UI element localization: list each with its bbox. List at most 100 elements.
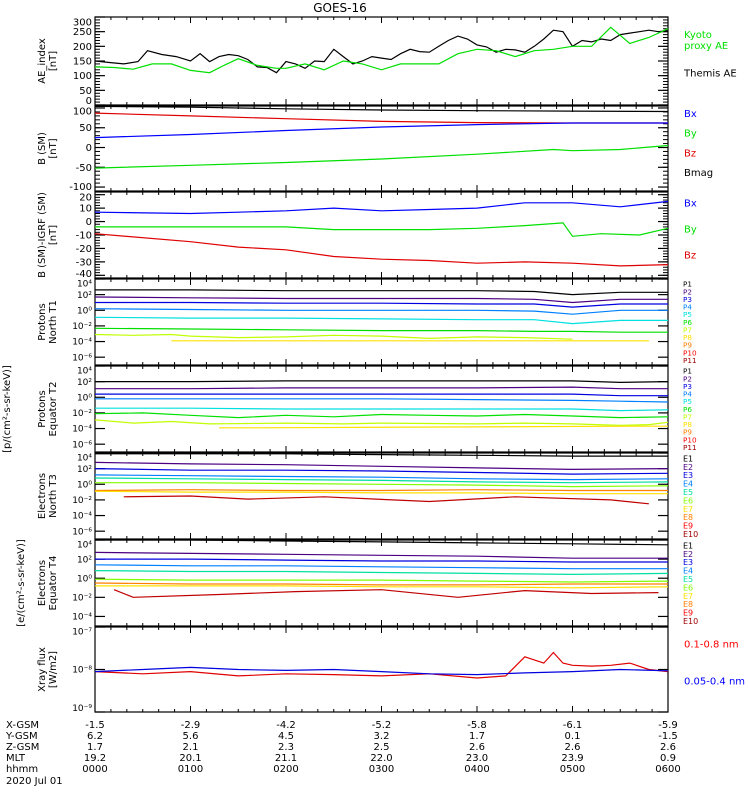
legend-e7: E7	[683, 505, 693, 514]
y-tick-label: 10²	[77, 555, 92, 565]
y-tick-label: 10⁻⁴	[72, 613, 92, 623]
legend-p9: P9	[683, 428, 692, 437]
series-e1	[95, 453, 668, 457]
y-tick-label: 200	[73, 42, 92, 53]
y-tick-label: 10⁴	[77, 367, 92, 377]
panel-frame	[94, 626, 669, 713]
y-axis-label-line: [nT]	[48, 225, 59, 245]
legend-line: Bmag	[684, 168, 713, 179]
legend-by: By	[684, 129, 697, 140]
legend-p6: P6	[683, 318, 692, 327]
ephemeris-value: -5.2	[372, 720, 392, 731]
series-e4	[94, 474, 669, 481]
series-e2	[94, 551, 668, 559]
y-axis-label-line: Protons	[37, 303, 48, 340]
series-by	[94, 144, 669, 169]
ephemeris-value: 23.0	[466, 753, 488, 764]
panel-b-sm: -100 -50 0 50 100 B (SM) [nT] Bx By Bz Bmag	[37, 105, 713, 193]
y-tick-label: 300	[73, 18, 92, 29]
unit-label: [p/(cm²-s-sr-keV)]	[2, 365, 13, 453]
legend-p10: P10	[683, 348, 697, 357]
legend-kyoto-proxy-ae: Kyoto proxy AE	[684, 30, 728, 52]
ephemeris-value: 0000	[82, 764, 107, 775]
legend-line: By	[684, 224, 697, 235]
legend-themis-ae: Themis AE	[683, 68, 737, 79]
ephemeris-value: 0.1	[565, 731, 581, 742]
y-axis-label-line: North T3	[48, 474, 59, 518]
ephemeris-value: -5.9	[658, 720, 678, 731]
y-tick-label: 10⁻⁴	[72, 425, 92, 435]
legend-e10: E10	[683, 530, 698, 539]
ephemeris-value: 0600	[655, 764, 680, 775]
legend-e7: E7	[683, 592, 693, 601]
legend-0-05-0-4-nm: 0.05-0.4 nm	[684, 676, 745, 687]
series-e7	[94, 490, 668, 495]
series-bz	[94, 233, 669, 267]
series-p4	[95, 398, 669, 403]
ephemeris-value: -6.1	[563, 720, 583, 731]
legend-p1: P1	[683, 367, 692, 376]
legend-e3: E3	[683, 471, 693, 480]
y-tick-label: 10⁰	[77, 480, 92, 490]
series-e8	[94, 489, 668, 492]
y-tick-label: 10⁻²	[72, 593, 92, 603]
series-e8	[94, 582, 668, 586]
y-axis-label-line: [nT]	[48, 51, 59, 71]
legend-e4: E4	[683, 480, 693, 489]
y-tick-label: 10⁻⁴	[72, 338, 92, 348]
series-e7	[95, 585, 669, 589]
series-p1	[95, 289, 668, 296]
y-tick-label: 20	[79, 193, 92, 204]
y-tick-label: 50	[79, 86, 92, 97]
y-axis-label-line: [W/m2]	[48, 651, 59, 688]
y-tick-label: -10	[76, 231, 92, 242]
legend-0-1-0-8-nm: 0.1-0.8 nm	[684, 639, 739, 650]
legend-line: Bx	[684, 109, 697, 120]
series-themis-ae	[94, 29, 669, 74]
legend-line: Bz	[684, 148, 696, 159]
legend-e1: E1	[683, 454, 693, 463]
legend-e9: E9	[683, 609, 693, 618]
series-e3	[94, 468, 669, 475]
legend-line: 0.05-0.4 nm	[684, 676, 745, 687]
series-p3	[95, 393, 668, 397]
series-e2	[94, 461, 669, 471]
y-axis-label-line: North T1	[48, 300, 59, 344]
ephemeris-row-label: X-GSM	[6, 720, 39, 731]
series-0-1-0-8-nm	[94, 651, 669, 679]
legend-p11: P11	[683, 356, 697, 365]
legend-e5: E5	[683, 575, 693, 584]
panel-xray-flux: 10⁻⁹ 10⁻⁸ 10⁻⁷ Xray flux [W/m2] 0.1-0.8 nm 0.0…	[37, 626, 745, 714]
ephemeris-value: 0.9	[660, 753, 676, 764]
legend-e4: E4	[683, 567, 693, 576]
legend-e8: E8	[683, 513, 693, 522]
ephemeris-row-label: MLT	[6, 753, 26, 764]
y-tick-label: 10⁻⁴	[72, 512, 92, 522]
legend-e8: E8	[683, 600, 693, 609]
y-axis-label-line: AE_index	[37, 38, 48, 84]
y-tick-label: 10⁻²	[72, 496, 92, 506]
y-tick-label: 10⁻⁹	[72, 704, 92, 714]
legend-p5: P5	[683, 397, 692, 406]
y-axis-label-line: Xray flux	[37, 647, 48, 692]
y-tick-label: 10⁰	[77, 393, 92, 403]
legend-p5: P5	[683, 310, 692, 319]
y-tick-label: 0	[86, 96, 92, 107]
legend-p3: P3	[683, 295, 692, 304]
ephemeris-value: -4.2	[276, 720, 296, 731]
legend-e2: E2	[683, 463, 693, 472]
date-label: 2020 Jul 01	[6, 776, 63, 787]
ephemeris-row-label: Z-GSM	[6, 742, 39, 753]
ephemeris-value: 5.6	[183, 731, 199, 742]
legend-bx: Bx	[684, 109, 697, 120]
legend-by: By	[684, 224, 697, 235]
legend-e10: E10	[683, 617, 698, 626]
series-e10	[123, 495, 649, 505]
series-e10	[113, 589, 659, 598]
y-tick-label: 50	[79, 123, 92, 134]
series-p8	[219, 425, 668, 429]
legend-p3: P3	[683, 382, 692, 391]
